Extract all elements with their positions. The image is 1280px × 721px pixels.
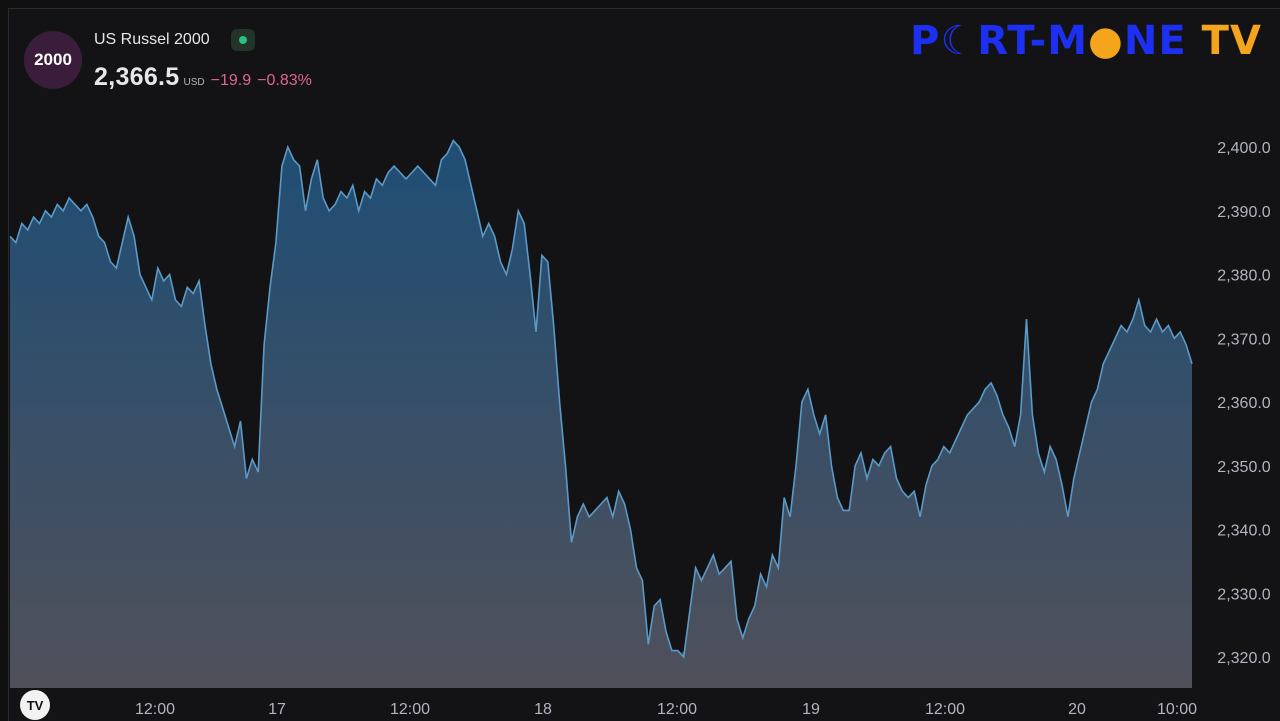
brand-tv: TV (1201, 18, 1262, 64)
tradingview-logo[interactable]: TV (20, 690, 50, 720)
sun-icon: ● (1088, 18, 1124, 64)
price-axis[interactable]: 2,400.0 2,390.0 2,380.0 2,370.0 2,360.0 2,350… (1217, 140, 1270, 667)
time-axis-label: 12:00 (390, 701, 430, 718)
price-area (10, 140, 1192, 689)
time-axis-label: 12:00 (135, 701, 175, 718)
price-axis-label: 2,360.0 (1217, 395, 1270, 412)
price-row: 2,366.5 USD −19.9 −0.83% (94, 63, 318, 92)
time-axis-label: 19 (802, 701, 820, 718)
time-axis-label: 12:00 (657, 701, 697, 718)
time-axis-label: 17 (268, 701, 286, 718)
brand-logo: P☾RT-M●NE TV (910, 18, 1262, 64)
price-axis-label: 2,400.0 (1217, 140, 1270, 157)
currency-label: USD (183, 77, 205, 88)
price-axis-label: 2,390.0 (1217, 204, 1270, 221)
time-axis-label: 20 (1068, 701, 1086, 718)
brand-part-3: NE (1123, 18, 1187, 64)
last-price: 2,366.5 (94, 63, 180, 91)
time-axis[interactable]: 12:00 17 12:00 18 12:00 19 12:00 20 10:00 (135, 701, 1197, 718)
price-change-percent: −0.83% (257, 72, 312, 89)
market-open-icon (239, 36, 247, 44)
price-line (9, 139, 1193, 659)
price-axis-label: 2,330.0 (1217, 586, 1270, 603)
brand-part-2: RT-M (977, 18, 1089, 64)
market-status-badge[interactable] (231, 29, 255, 51)
brand-part-1: P (910, 18, 941, 64)
time-axis-label: 12:00 (925, 701, 965, 718)
time-axis-label: 10:00 (1157, 701, 1197, 718)
price-axis-label: 2,340.0 (1217, 523, 1270, 540)
symbol-name[interactable]: US Russel 2000 (94, 31, 210, 48)
price-axis-label: 2,380.0 (1217, 268, 1270, 285)
price-change: −19.9 (210, 72, 252, 89)
price-axis-label: 2,320.0 (1217, 650, 1270, 667)
time-axis-label: 18 (534, 701, 552, 718)
price-axis-label: 2,370.0 (1217, 331, 1270, 348)
moon-icon: ☾ (940, 18, 978, 64)
symbol-logo[interactable]: 2000 (24, 31, 82, 89)
price-axis-label: 2,350.0 (1217, 459, 1270, 476)
